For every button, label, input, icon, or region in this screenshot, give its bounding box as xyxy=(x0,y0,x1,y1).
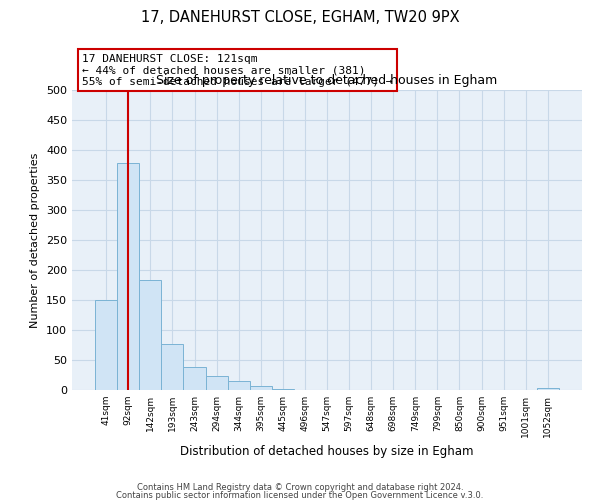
Text: Contains HM Land Registry data © Crown copyright and database right 2024.: Contains HM Land Registry data © Crown c… xyxy=(137,484,463,492)
Bar xyxy=(95,300,117,390)
Bar xyxy=(272,389,294,390)
Bar xyxy=(117,163,139,390)
Bar xyxy=(139,280,161,390)
Bar xyxy=(537,388,559,390)
Y-axis label: Number of detached properties: Number of detached properties xyxy=(31,152,40,328)
Bar xyxy=(227,381,250,390)
Bar xyxy=(206,376,227,390)
Text: 17 DANEHURST CLOSE: 121sqm
← 44% of detached houses are smaller (381)
55% of sem: 17 DANEHURST CLOSE: 121sqm ← 44% of deta… xyxy=(82,54,392,87)
X-axis label: Distribution of detached houses by size in Egham: Distribution of detached houses by size … xyxy=(180,446,474,458)
Text: 17, DANEHURST CLOSE, EGHAM, TW20 9PX: 17, DANEHURST CLOSE, EGHAM, TW20 9PX xyxy=(140,10,460,25)
Title: Size of property relative to detached houses in Egham: Size of property relative to detached ho… xyxy=(157,74,497,88)
Bar xyxy=(184,367,206,390)
Bar xyxy=(161,344,184,390)
Bar xyxy=(250,386,272,390)
Text: Contains public sector information licensed under the Open Government Licence v.: Contains public sector information licen… xyxy=(116,490,484,500)
